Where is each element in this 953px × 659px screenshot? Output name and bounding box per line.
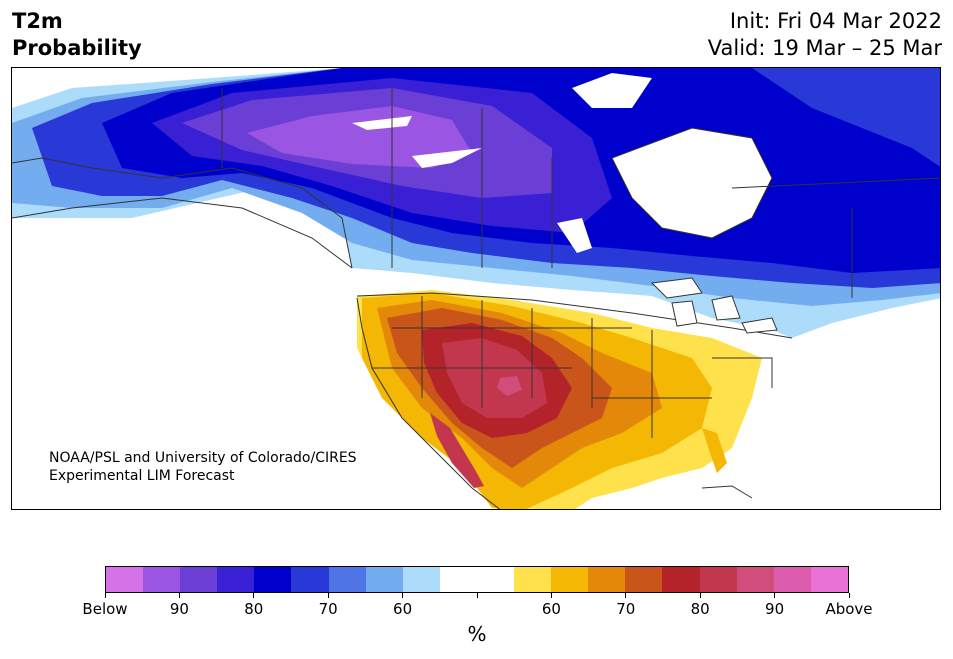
colorbar-unit: % bbox=[467, 622, 487, 646]
florida-above bbox=[702, 428, 727, 473]
hudson-bay bbox=[612, 128, 772, 238]
colorbar-tick bbox=[253, 593, 255, 598]
colorbar-tick-label: 70 bbox=[318, 600, 338, 618]
colorbar-tick-label: 80 bbox=[244, 600, 264, 618]
colorbar-cell bbox=[365, 567, 403, 592]
colorbar-cell bbox=[291, 567, 329, 592]
title-line-1: T2m bbox=[12, 9, 63, 33]
boundaries bbox=[12, 88, 940, 509]
great-lakes bbox=[650, 277, 778, 334]
region-below-95 bbox=[247, 106, 472, 168]
colorbar-cell bbox=[699, 567, 737, 592]
colorbar-cell bbox=[514, 567, 552, 592]
colorbar-cell bbox=[328, 567, 366, 592]
region-above-85 bbox=[442, 338, 547, 418]
region-above-90 bbox=[497, 376, 522, 396]
arctic-water bbox=[572, 73, 652, 108]
colorbar-tick-label: Above bbox=[825, 600, 873, 618]
colorbar-tick-label: 80 bbox=[690, 600, 710, 618]
colorbar-tick bbox=[699, 593, 701, 598]
init-date: Init: Fri 04 Mar 2022 bbox=[729, 9, 942, 33]
lake-3 bbox=[557, 218, 592, 253]
baja-above bbox=[430, 413, 484, 488]
colorbar-cell bbox=[551, 567, 589, 592]
forecast-dates: Init: Fri 04 Mar 2022 Valid: 19 Mar – 25… bbox=[708, 8, 942, 62]
lake-2 bbox=[412, 148, 482, 168]
colorbar-tick bbox=[848, 593, 850, 598]
chart-title: T2m Probability bbox=[12, 8, 142, 62]
colorbar-cell bbox=[810, 567, 848, 592]
colorbar-cell bbox=[106, 567, 144, 592]
colorbar-tick bbox=[774, 593, 776, 598]
colorbar-cell bbox=[476, 567, 515, 592]
colorbar-cell bbox=[588, 567, 626, 592]
colorbar-tick-label: 60 bbox=[541, 600, 561, 618]
colorbar-tick bbox=[625, 593, 627, 598]
colorbar-cell bbox=[180, 567, 218, 592]
map-canvas bbox=[12, 68, 940, 509]
colorbar-tick bbox=[550, 593, 552, 598]
colorbar-cell bbox=[662, 567, 700, 592]
colorbar-tick bbox=[476, 593, 478, 598]
colorbar-tick-label: Below bbox=[82, 600, 128, 618]
colorbar-cell bbox=[736, 567, 774, 592]
lake-1 bbox=[352, 116, 412, 130]
title-line-2: Probability bbox=[12, 36, 142, 60]
colorbar-tick-label: 90 bbox=[169, 600, 189, 618]
credit-text: NOAA/PSL and University of Colorado/CIRE… bbox=[49, 449, 357, 485]
colorbar-cell bbox=[143, 567, 181, 592]
colorbar-cell bbox=[402, 567, 440, 592]
colorbar-tick bbox=[402, 593, 404, 598]
valid-date: Valid: 19 Mar – 25 Mar bbox=[707, 36, 942, 60]
colorbar-tick-label: 90 bbox=[765, 600, 785, 618]
colorbar-cell bbox=[439, 567, 477, 592]
colorbar-tick bbox=[178, 593, 180, 598]
pacific-water bbox=[12, 218, 357, 509]
colorbar-tick bbox=[327, 593, 329, 598]
colorbar bbox=[105, 566, 849, 593]
colorbar-tick bbox=[104, 593, 106, 598]
colorbar-tick-label: 60 bbox=[393, 600, 413, 618]
colorbar-cell bbox=[625, 567, 663, 592]
colorbar-cell bbox=[254, 567, 292, 592]
credit-line-2: Experimental LIM Forecast bbox=[49, 468, 235, 484]
colorbar-cell bbox=[773, 567, 811, 592]
credit-line-1: NOAA/PSL and University of Colorado/CIRE… bbox=[49, 450, 357, 466]
probability-map bbox=[11, 67, 941, 510]
colorbar-tick-label: 70 bbox=[616, 600, 636, 618]
colorbar-cell bbox=[217, 567, 255, 592]
